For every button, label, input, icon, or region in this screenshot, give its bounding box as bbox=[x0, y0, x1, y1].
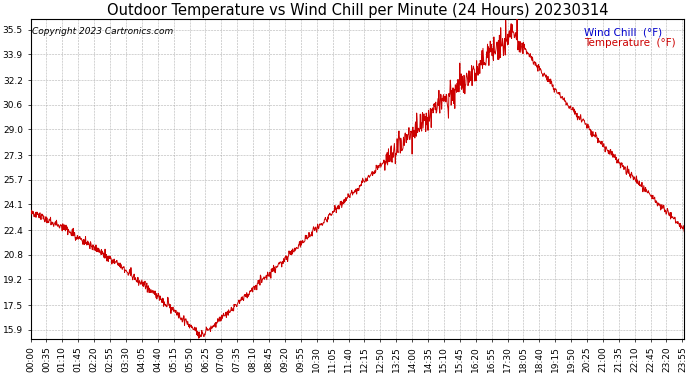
Text: Copyright 2023 Cartronics.com: Copyright 2023 Cartronics.com bbox=[32, 27, 173, 36]
Legend: Wind Chill  (°F), Temperature  (°F): Wind Chill (°F), Temperature (°F) bbox=[581, 24, 679, 51]
Title: Outdoor Temperature vs Wind Chill per Minute (24 Hours) 20230314: Outdoor Temperature vs Wind Chill per Mi… bbox=[107, 3, 608, 18]
